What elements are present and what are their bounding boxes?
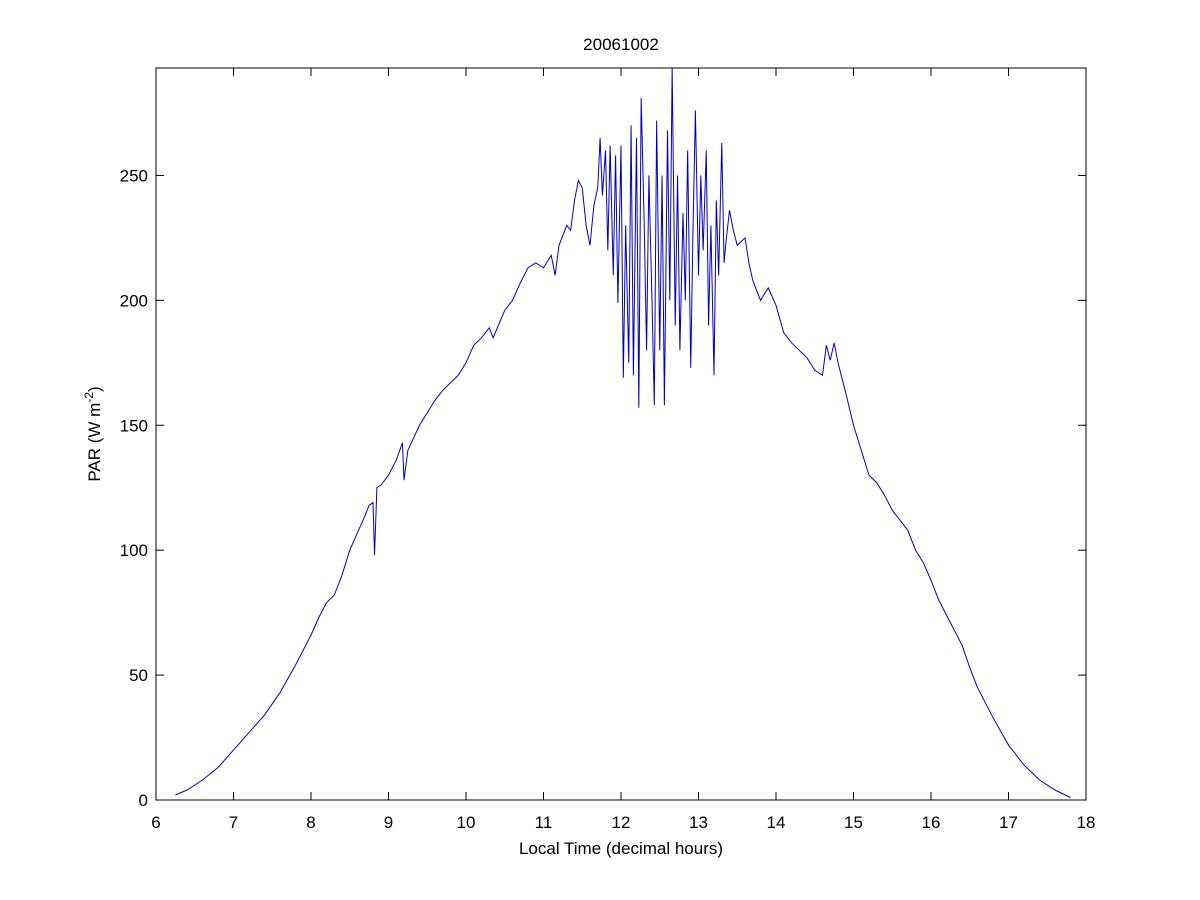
x-tick-label: 15: [844, 813, 863, 832]
y-tick-label: 0: [139, 791, 148, 810]
x-tick-label: 6: [151, 813, 160, 832]
data-line: [175, 67, 1071, 798]
y-label-superscript: -2: [82, 392, 96, 403]
x-tick-label: 18: [1077, 813, 1096, 832]
x-tick-label: 16: [922, 813, 941, 832]
y-tick-label: 200: [120, 291, 148, 310]
x-tick-label: 17: [999, 813, 1018, 832]
chart-title: 20061002: [583, 35, 659, 54]
x-tick-label: 12: [612, 813, 631, 832]
x-tick-label: 10: [457, 813, 476, 832]
y-tick-label: 100: [120, 541, 148, 560]
x-tick-label: 14: [767, 813, 786, 832]
y-tick-label: 150: [120, 416, 148, 435]
x-tick-label: 7: [229, 813, 238, 832]
x-tick-label: 9: [384, 813, 393, 832]
y-tick-label: 250: [120, 166, 148, 185]
y-axis-label: PAR (W m-2): [82, 386, 104, 481]
y-tick-label: 50: [129, 666, 148, 685]
x-tick-label: 13: [689, 813, 708, 832]
x-axis-label: Local Time (decimal hours): [519, 839, 723, 858]
y-label-text: PAR (W m: [85, 403, 104, 482]
x-tick-label: 8: [306, 813, 315, 832]
x-tick-label: 11: [535, 813, 553, 832]
y-label-text: ): [85, 386, 104, 392]
